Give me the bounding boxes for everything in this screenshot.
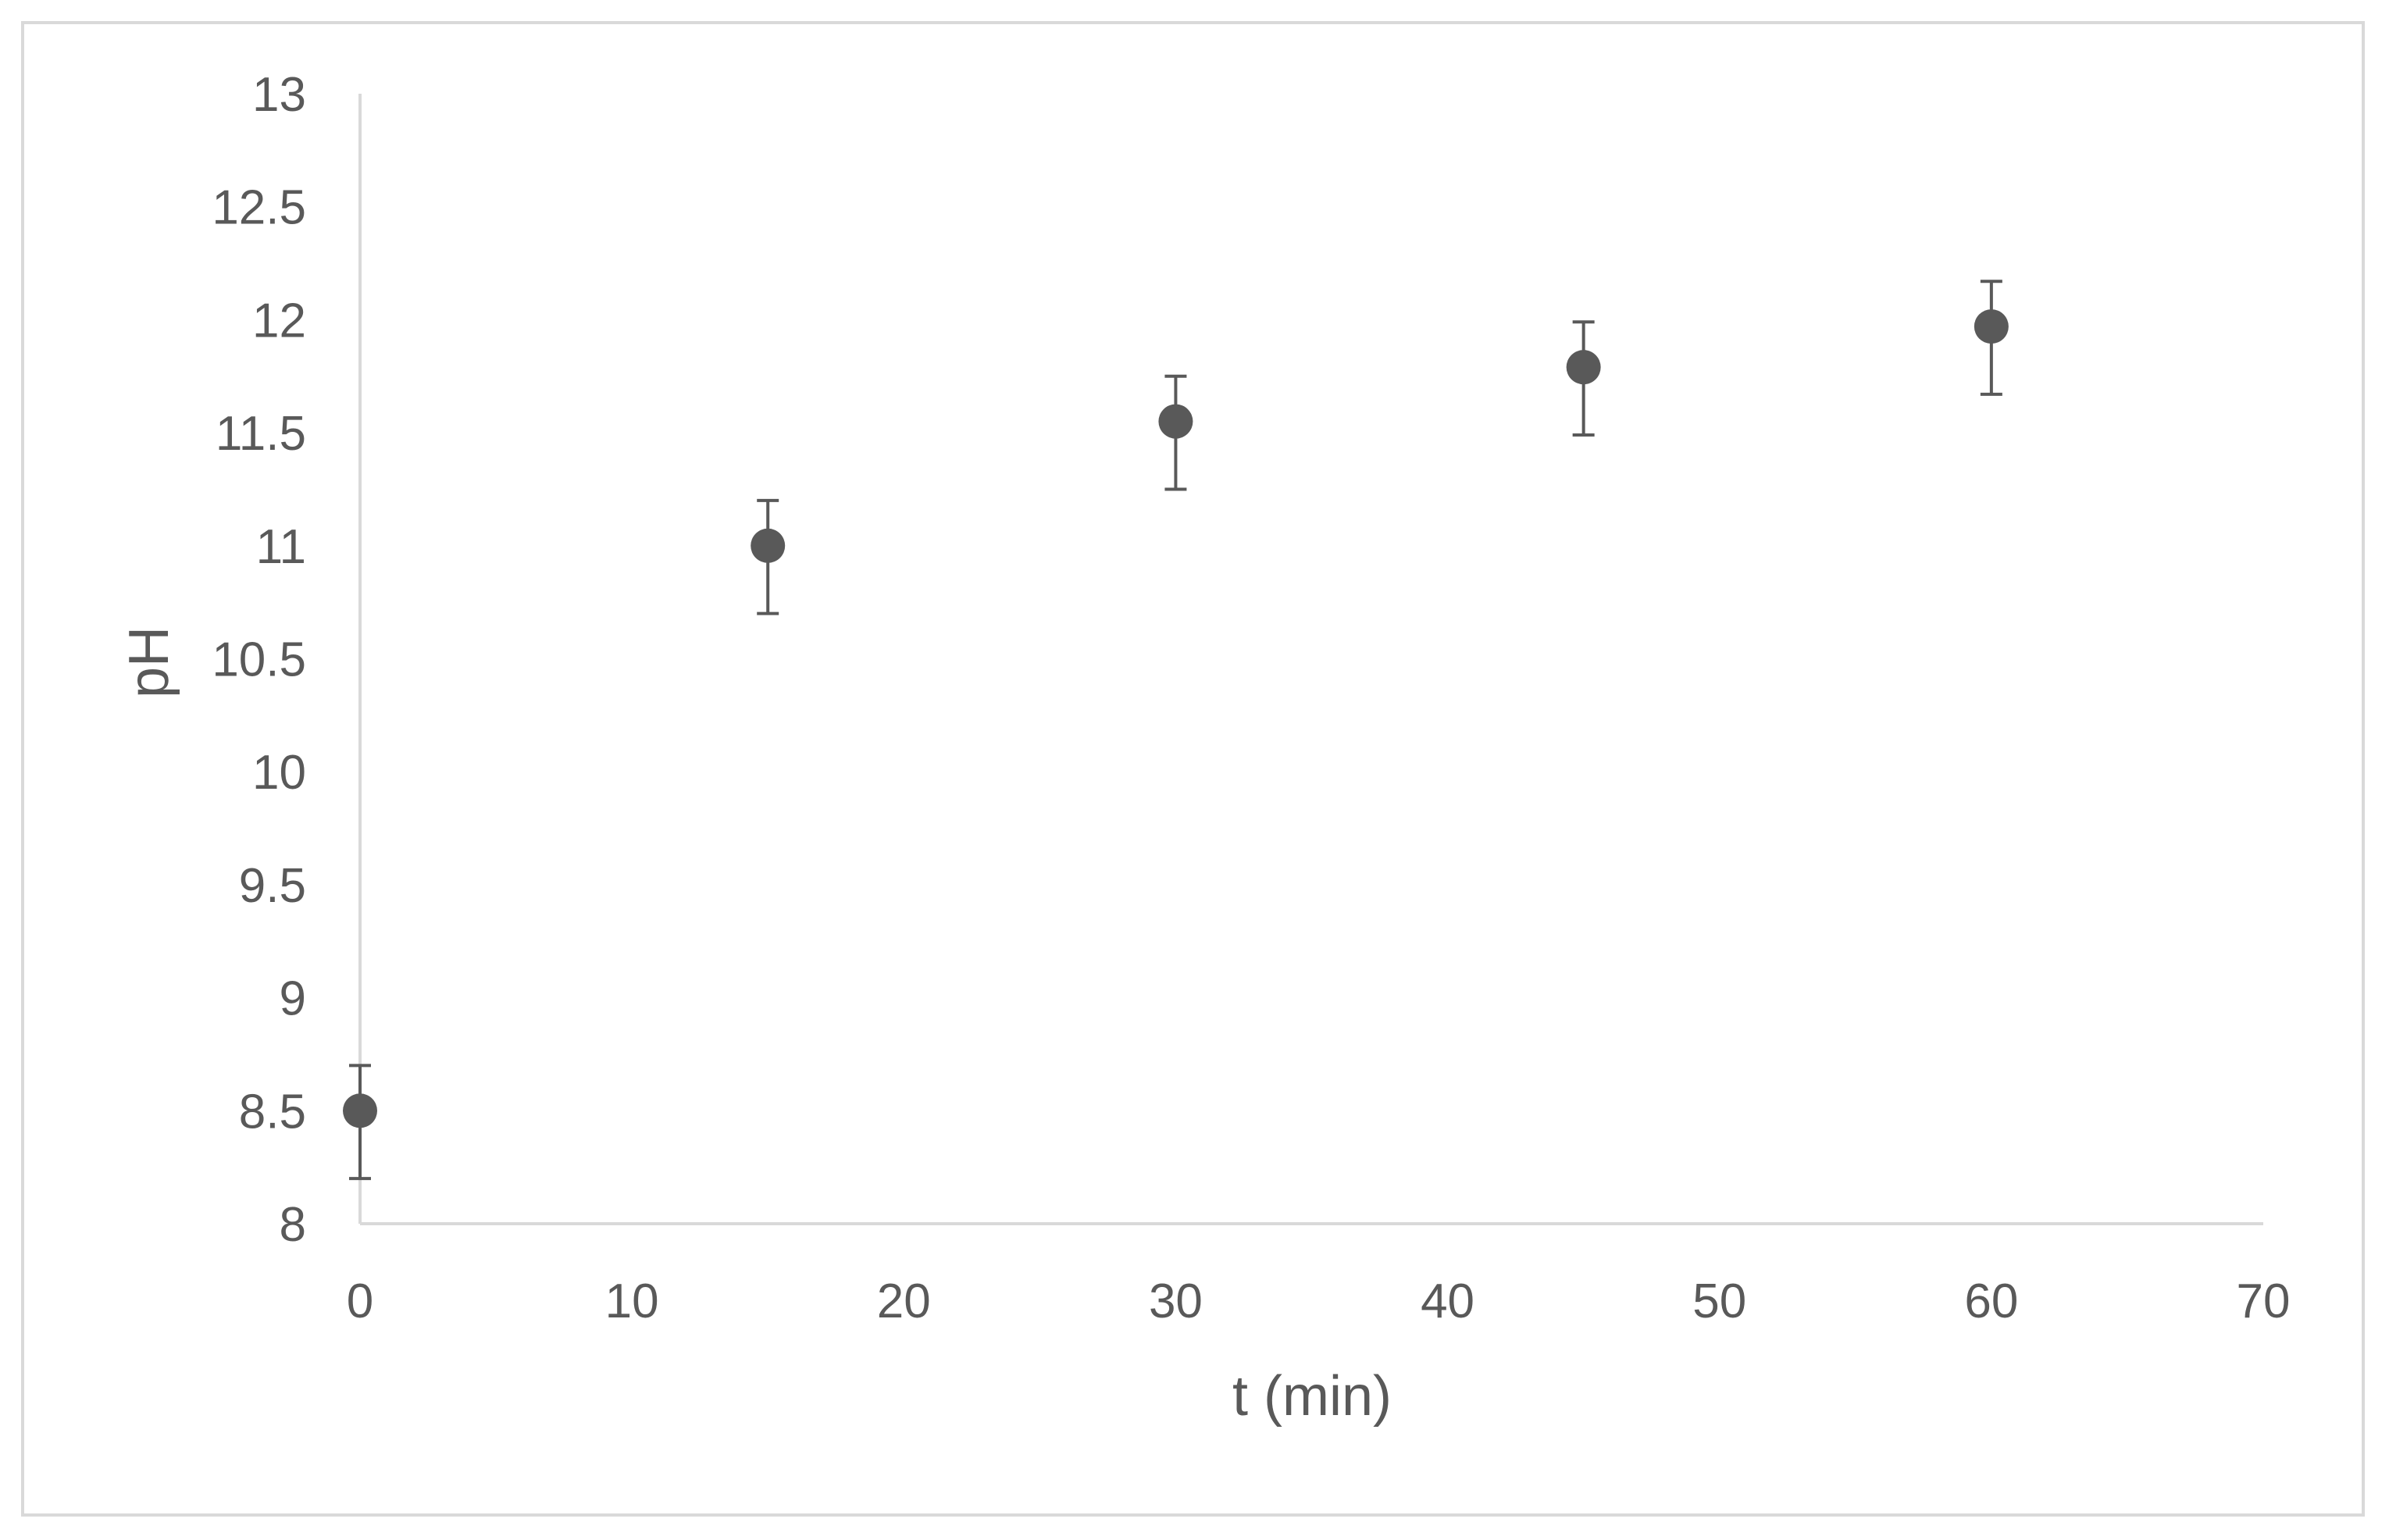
x-tick-label: 60 [1964, 1274, 2018, 1328]
x-axis-title: t (min) [1232, 1365, 1392, 1428]
y-tick-label: 10 [252, 746, 306, 800]
x-tick-label: 10 [605, 1274, 659, 1328]
data-point [1566, 350, 1601, 385]
data-point [751, 528, 786, 563]
tick-labels: 0 10 20 30 40 50 60 70 8 8.5 9 9.5 10 10.5 11 11.5 12 12.… [212, 68, 2290, 1328]
y-tick-label: 8.5 [239, 1085, 306, 1139]
y-tick-label: 11.5 [216, 407, 306, 461]
data-point [1158, 404, 1193, 439]
axes [358, 94, 2263, 1225]
data-points [343, 309, 2009, 1128]
y-tick-label: 11 [256, 520, 306, 574]
x-tick-label: 30 [1149, 1274, 1203, 1328]
x-tick-label: 70 [2237, 1274, 2291, 1328]
chart-frame [21, 21, 2365, 1517]
y-tick-label: 9 [280, 972, 306, 1026]
x-tick-label: 50 [1692, 1274, 1746, 1328]
y-tick-label: 12.5 [212, 181, 306, 235]
x-tick-label: 40 [1421, 1274, 1474, 1328]
data-point [343, 1093, 377, 1128]
x-tick-label: 0 [347, 1274, 373, 1328]
y-tick-label: 10.5 [212, 633, 306, 687]
y-axis-title: pH [118, 626, 180, 698]
y-tick-label: 12 [252, 294, 306, 348]
y-tick-label: 8 [280, 1198, 306, 1252]
y-tick-label: 13 [252, 68, 306, 122]
y-tick-label: 9.5 [239, 859, 306, 913]
data-point [1974, 309, 2009, 344]
x-tick-label: 20 [877, 1274, 931, 1328]
